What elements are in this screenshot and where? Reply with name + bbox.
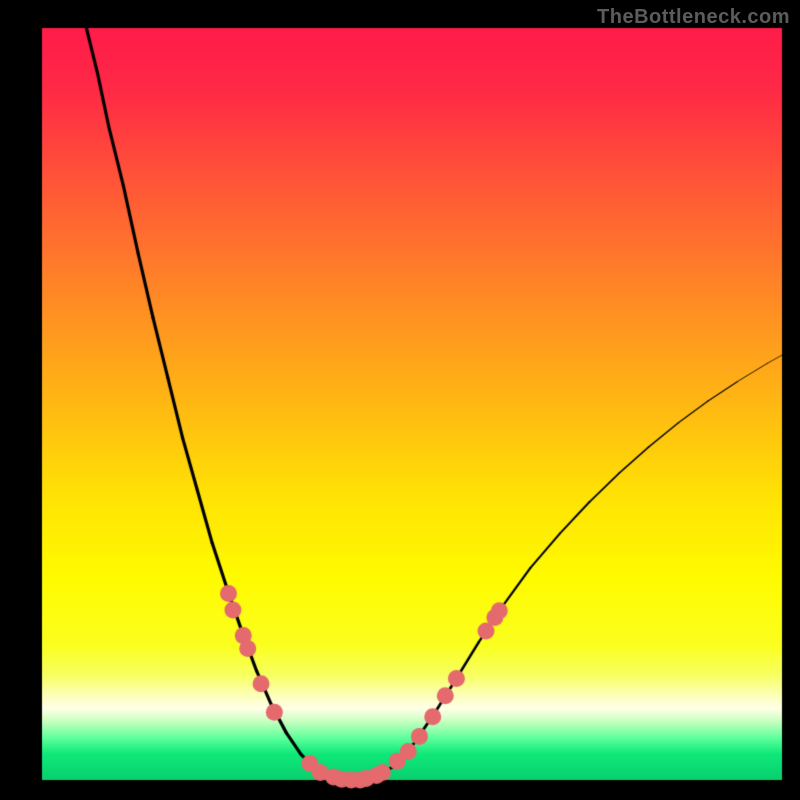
bottleneck-curve-chart	[0, 0, 800, 800]
watermark-text: TheBottleneck.com	[597, 6, 790, 29]
chart-container: TheBottleneck.com	[0, 0, 800, 800]
